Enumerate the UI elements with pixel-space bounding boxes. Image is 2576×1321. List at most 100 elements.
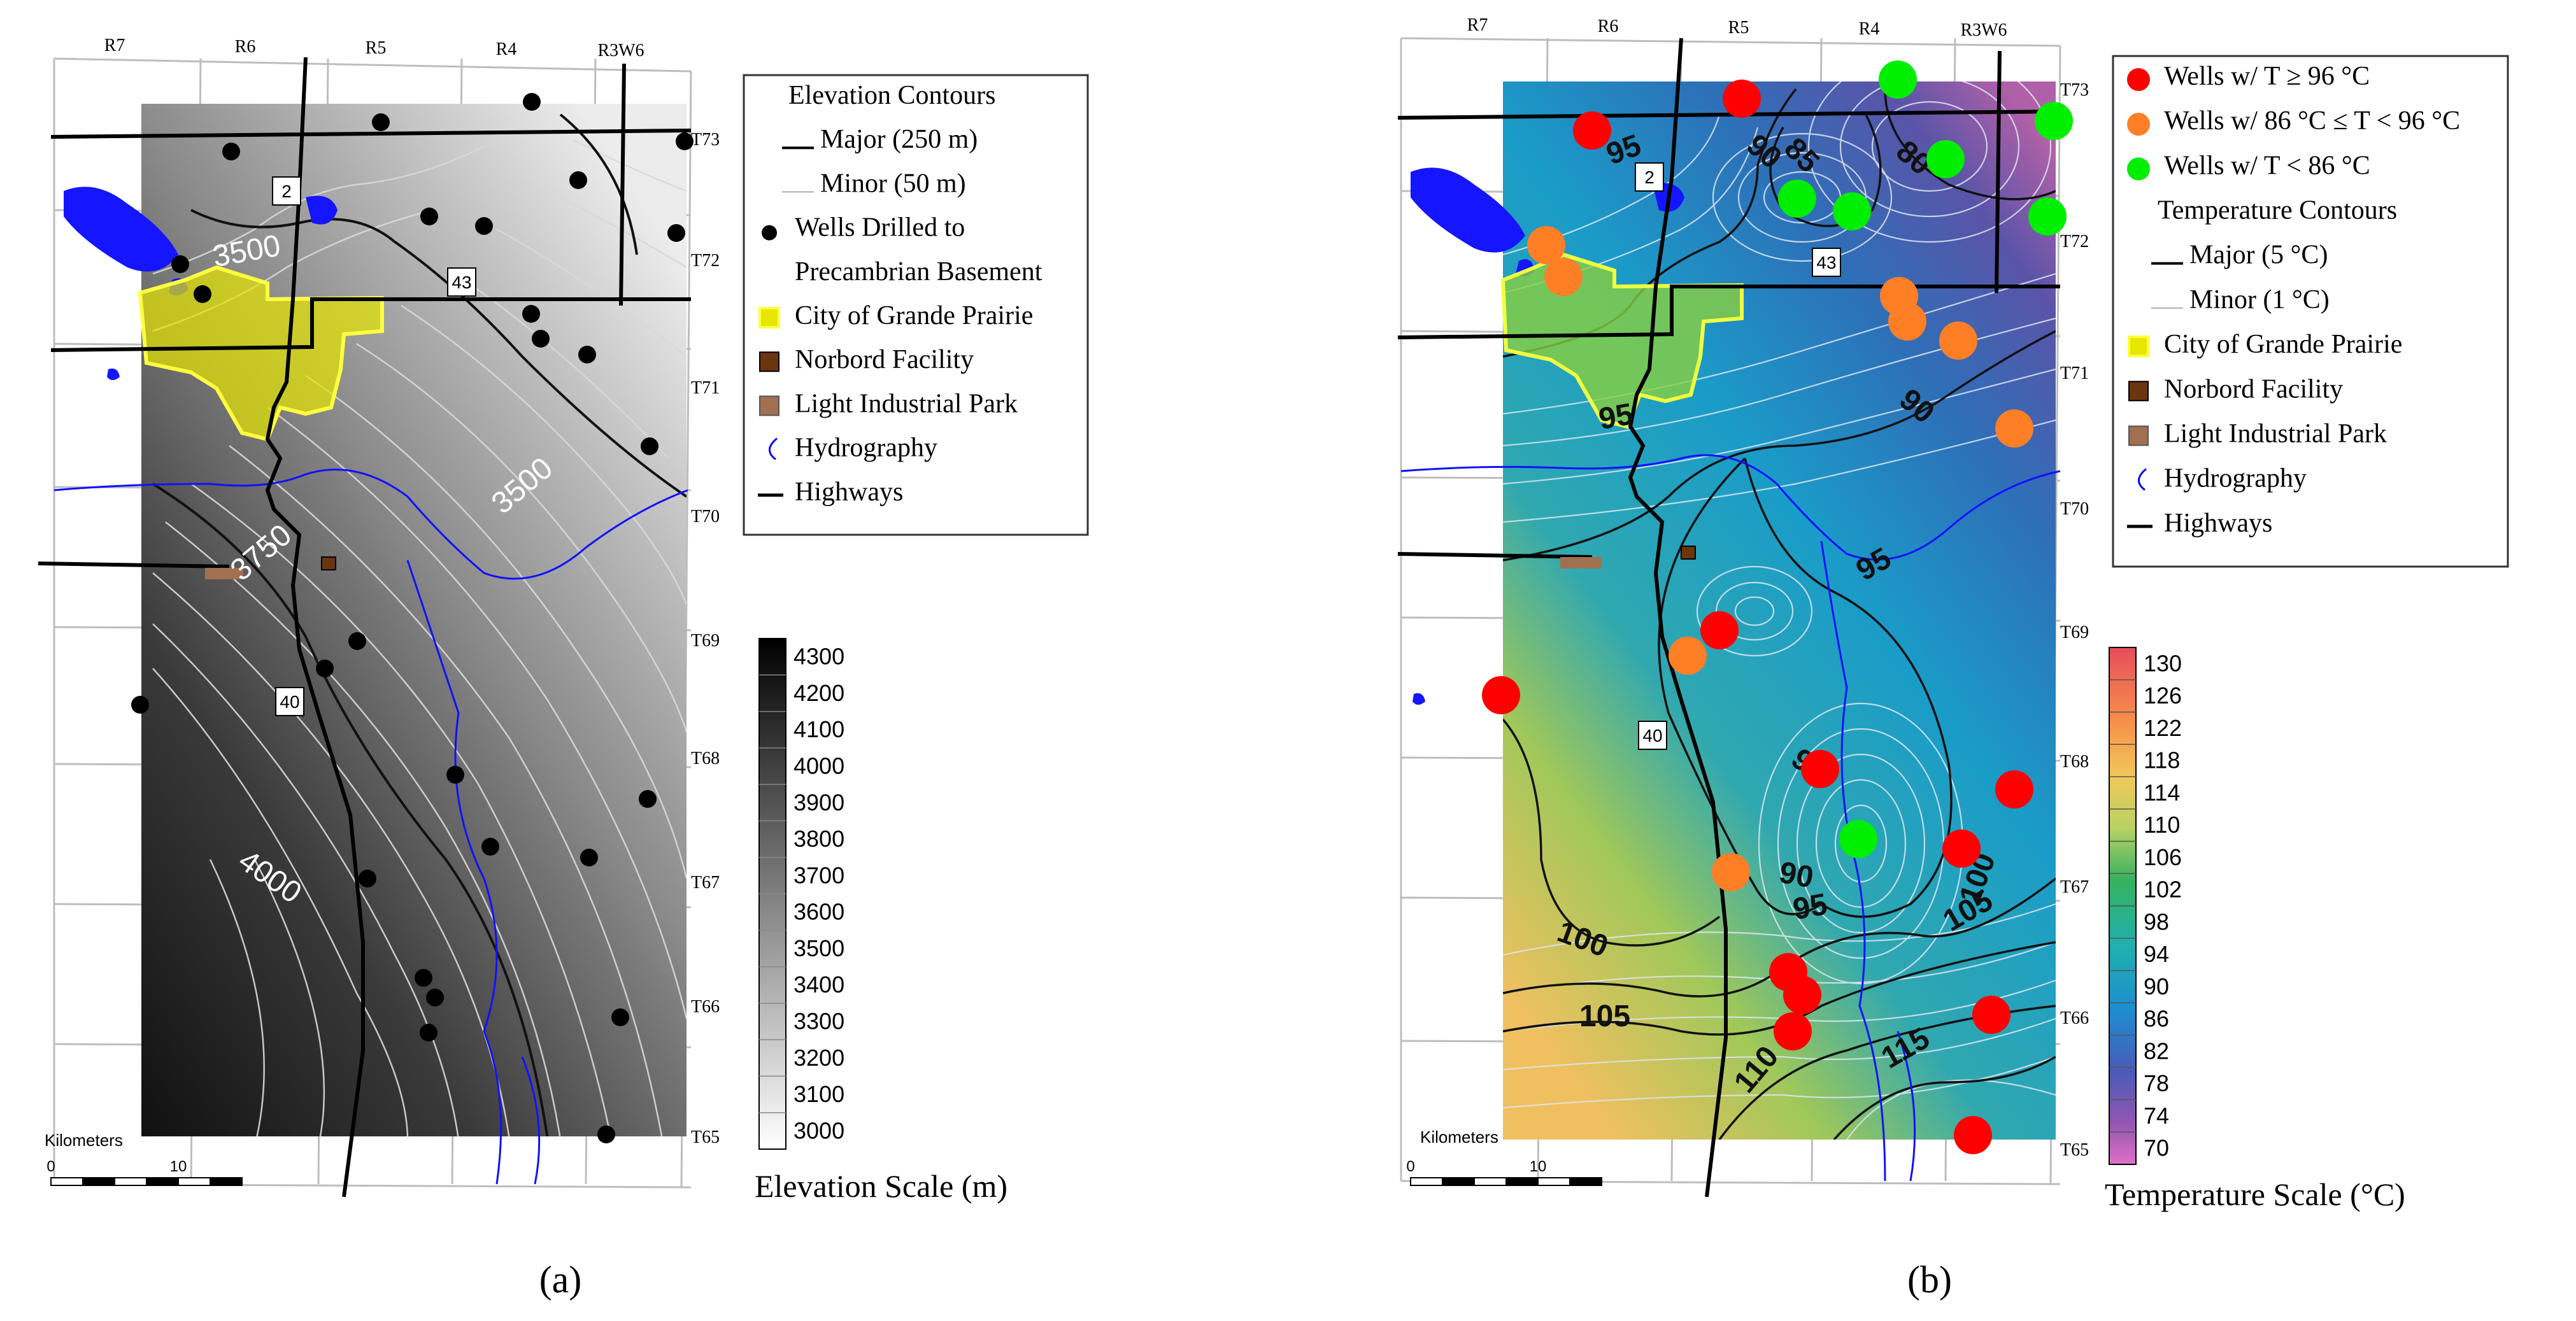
contour-label: 90 xyxy=(1777,856,1816,894)
well-marker xyxy=(359,870,376,887)
legend-label: Wells w/ T < 86 °C xyxy=(2164,151,2370,180)
legend-item: Highways xyxy=(758,477,903,507)
colorbar-tick: 82 xyxy=(2144,1038,2169,1064)
legend-item: Precambrian Basement xyxy=(795,257,1042,286)
range-label-r7: R7 xyxy=(104,36,125,55)
well-marker xyxy=(641,437,658,455)
colorbar-tick: 3300 xyxy=(793,1008,844,1035)
colorbar-tick: 3400 xyxy=(793,971,844,998)
legend-label: Hydrography xyxy=(2164,464,2307,493)
legend: Wells w/ T ≥ 96 °C Wells w/ 86 °C ≤ T < 9… xyxy=(2112,55,2509,568)
legend-item: Elevation Contours xyxy=(788,81,995,110)
legend-item: Light Industrial Park xyxy=(2128,419,2387,448)
well-marker xyxy=(475,217,493,235)
well-marker xyxy=(2035,102,2073,140)
minor-contours xyxy=(152,139,687,1136)
legend-item: Hydrography xyxy=(2138,464,2307,493)
scale-bar: Kilometers 0 10 xyxy=(45,1131,243,1186)
scale-tick: 0 xyxy=(46,1158,55,1175)
legend-label: Major (250 m) xyxy=(820,125,978,154)
well-marker xyxy=(481,838,499,856)
legend-item: Minor (1 °C) xyxy=(2151,285,2330,314)
legend-label: Minor (50 m) xyxy=(820,169,966,198)
legend-item: Wells Drilled to xyxy=(762,213,965,243)
well-marker xyxy=(1879,60,1917,99)
major-contours xyxy=(152,113,687,1136)
legend-label: Elevation Contours xyxy=(788,81,995,110)
legend-item: Minor (50 m) xyxy=(782,169,966,198)
highway-shield-43: 43 xyxy=(1812,248,1841,277)
well-marker xyxy=(639,790,657,808)
colorbar-tick: 98 xyxy=(2144,908,2169,935)
township-label-t72: T72 xyxy=(691,251,720,271)
colorbar-title: Elevation Scale (m) xyxy=(755,1168,1007,1204)
city-of-grande-prairie xyxy=(138,265,384,442)
legend-item: Highways xyxy=(2127,509,2272,538)
highway-shield-43: 43 xyxy=(447,267,476,297)
svg-text:40: 40 xyxy=(1642,726,1662,745)
well-marker xyxy=(611,1008,629,1026)
township-label-t70: T70 xyxy=(691,507,720,526)
range-label-r3w6: R3W6 xyxy=(597,41,644,60)
light-industrial-park xyxy=(205,568,243,579)
scale-bar-title: Kilometers xyxy=(1420,1127,1498,1147)
range-label-r7: R7 xyxy=(1467,15,1488,35)
well-marker xyxy=(1700,611,1739,649)
highway-shield-2: 2 xyxy=(272,176,301,206)
well-marker xyxy=(2028,197,2067,236)
well-marker xyxy=(1972,996,2010,1034)
legend-item: City of Grande Prairie xyxy=(758,301,1033,330)
township-label-t68: T68 xyxy=(691,749,720,768)
colorbar-tick: 78 xyxy=(2144,1070,2169,1096)
well-marker xyxy=(1712,853,1750,891)
well-marker xyxy=(1939,321,1977,360)
well-marker xyxy=(446,766,464,784)
colorbar-tick: 118 xyxy=(2144,747,2180,774)
township-label-t67: T67 xyxy=(691,873,720,893)
colorbar-tick: 126 xyxy=(2144,682,2182,709)
legend-item: Wells w/ 86 °C ≤ T < 96 °C xyxy=(2127,106,2460,136)
well-marker xyxy=(1833,192,1871,230)
colorbar: 130 126 122 118 114 110 106 102 98 94 90 86 82 78 74 70… xyxy=(2105,647,2405,1212)
legend-label: Highways xyxy=(795,477,903,507)
township-label-t69: T69 xyxy=(691,631,720,651)
well-marker xyxy=(569,171,587,189)
range-label-r3w6: R3W6 xyxy=(1960,20,2007,40)
well-marker xyxy=(1527,226,1565,264)
legend-item: Norbord Facility xyxy=(2128,374,2343,404)
svg-text:43: 43 xyxy=(1816,253,1836,272)
panel-caption: (a) xyxy=(539,1259,582,1301)
well-marker xyxy=(1801,750,1839,788)
panel-caption: (b) xyxy=(1907,1259,1952,1301)
well-marker xyxy=(523,93,541,111)
township-label-t73: T73 xyxy=(2060,80,2089,100)
well-marker xyxy=(1995,409,2033,448)
highways xyxy=(1397,38,2061,1197)
wells xyxy=(131,93,694,1143)
highway-shield-40: 40 xyxy=(275,687,304,716)
well-marker xyxy=(1888,302,1926,341)
legend-label: Temperature Contours xyxy=(2158,196,2397,225)
legend-item: Wells w/ T ≥ 96 °C xyxy=(2127,62,2370,91)
scale-bar-title: Kilometers xyxy=(45,1131,123,1150)
colorbar-tick: 4200 xyxy=(793,680,844,706)
contour-label: 95 xyxy=(1596,397,1635,436)
colorbar-tick: 94 xyxy=(2144,941,2169,967)
light-industrial-park xyxy=(1560,557,1602,569)
norbord-facility xyxy=(1681,546,1696,560)
well-marker xyxy=(372,113,390,131)
township-label-t66: T66 xyxy=(691,997,720,1017)
colorbar-tick: 4300 xyxy=(793,644,844,670)
legend-label: Minor (1 °C) xyxy=(2189,285,2330,314)
well-marker xyxy=(420,1024,438,1042)
well-marker xyxy=(1954,1116,1992,1154)
colorbar-tick: 110 xyxy=(2144,812,2180,838)
colorbar: 4300 4200 4100 4000 3900 3800 3700 3600 3500 3400… xyxy=(755,638,1007,1204)
well-marker xyxy=(597,1126,615,1143)
legend: Elevation Contours Major (250 m) Minor (50… xyxy=(743,74,1089,536)
range-labels: R7 R6 R5 R4 R3W6 xyxy=(104,36,644,60)
legend-label: Norbord Facility xyxy=(2164,374,2343,404)
well-marker xyxy=(415,969,432,987)
well-marker xyxy=(1669,637,1707,675)
